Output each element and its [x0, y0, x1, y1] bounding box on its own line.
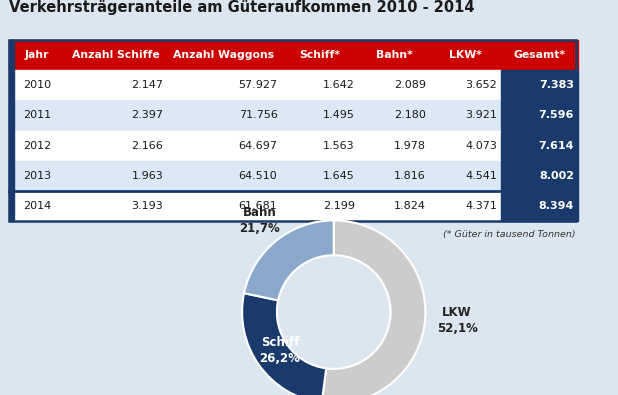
Text: LKW*: LKW*	[449, 50, 481, 60]
Bar	[65, 100, 167, 130]
Text: 2013: 2013	[23, 171, 51, 181]
Text: 1.816: 1.816	[394, 171, 426, 181]
Text: Jahr: Jahr	[25, 50, 49, 60]
Bar	[9, 40, 65, 70]
Text: 7.614: 7.614	[539, 141, 574, 150]
Text: 1.642: 1.642	[323, 80, 355, 90]
Bar	[501, 161, 578, 191]
Text: 2011: 2011	[23, 110, 51, 120]
Bar	[281, 191, 358, 221]
Text: 3.921: 3.921	[465, 110, 497, 120]
Text: LKW
52,1%: LKW 52,1%	[437, 306, 478, 335]
Text: 1.978: 1.978	[394, 141, 426, 150]
Text: 64.510: 64.510	[239, 171, 277, 181]
Text: 2.147: 2.147	[131, 80, 163, 90]
Text: 4.073: 4.073	[465, 141, 497, 150]
Bar	[65, 130, 167, 161]
Text: 1.563: 1.563	[323, 141, 355, 150]
Bar	[9, 40, 14, 221]
Bar	[430, 161, 501, 191]
Text: 7.383: 7.383	[539, 80, 574, 90]
Bar	[430, 70, 501, 100]
Wedge shape	[321, 220, 425, 395]
Text: 2.199: 2.199	[323, 201, 355, 211]
Text: 8.394: 8.394	[539, 201, 574, 211]
Text: 2.397: 2.397	[131, 110, 163, 120]
Bar	[167, 70, 281, 100]
Bar	[501, 130, 578, 161]
Bar	[358, 191, 430, 221]
Text: Anzahl Schiffe: Anzahl Schiffe	[72, 50, 159, 60]
Text: 3.652: 3.652	[465, 80, 497, 90]
Text: 4.541: 4.541	[465, 171, 497, 181]
Wedge shape	[244, 220, 334, 300]
Text: 57.927: 57.927	[239, 80, 277, 90]
Bar	[430, 40, 501, 70]
Bar	[9, 100, 65, 130]
Bar	[430, 100, 501, 130]
Text: 2014: 2014	[23, 201, 51, 211]
Text: Gesamt*: Gesamt*	[513, 50, 565, 60]
Bar	[501, 70, 578, 100]
Bar	[65, 161, 167, 191]
Text: 1.495: 1.495	[323, 110, 355, 120]
Text: (* Güter in tausend Tonnen): (* Güter in tausend Tonnen)	[443, 230, 576, 239]
Bar	[501, 100, 578, 130]
Bar	[358, 40, 430, 70]
Bar	[281, 130, 358, 161]
Text: 7.596: 7.596	[539, 110, 574, 120]
Text: 4.371: 4.371	[465, 201, 497, 211]
Bar	[281, 100, 358, 130]
Bar	[430, 191, 501, 221]
Text: 1.824: 1.824	[394, 201, 426, 211]
Bar	[65, 191, 167, 221]
Bar	[167, 161, 281, 191]
Bar	[358, 100, 430, 130]
Bar	[358, 161, 430, 191]
Text: 2012: 2012	[23, 141, 51, 150]
Bar	[167, 40, 281, 70]
Bar	[9, 130, 65, 161]
Bar	[167, 191, 281, 221]
Bar	[281, 70, 358, 100]
Text: 2.166: 2.166	[132, 141, 163, 150]
Bar	[281, 161, 358, 191]
Text: 3.193: 3.193	[132, 201, 163, 211]
Bar	[65, 40, 167, 70]
Text: 64.697: 64.697	[239, 141, 277, 150]
Text: 8.002: 8.002	[539, 171, 574, 181]
Bar	[9, 191, 65, 221]
Bar	[9, 40, 576, 221]
Text: 1.963: 1.963	[132, 171, 163, 181]
Bar	[65, 70, 167, 100]
Text: 61.681: 61.681	[239, 201, 277, 211]
Text: Verkehrsträgeranteile am Güteraufkommen 2010 - 2014: Verkehrsträgeranteile am Güteraufkommen …	[9, 0, 475, 15]
Bar	[501, 191, 578, 221]
Wedge shape	[242, 293, 326, 395]
Text: Anzahl Waggons: Anzahl Waggons	[174, 50, 274, 60]
Bar	[501, 40, 578, 70]
Text: Schiff*: Schiff*	[299, 50, 341, 60]
Bar	[9, 70, 65, 100]
Text: 2.180: 2.180	[394, 110, 426, 120]
Text: 71.756: 71.756	[239, 110, 277, 120]
Text: Bahn*: Bahn*	[376, 50, 412, 60]
Bar	[430, 130, 501, 161]
Text: Schiff
26,2%: Schiff 26,2%	[260, 336, 300, 365]
Bar	[281, 40, 358, 70]
Bar	[358, 70, 430, 100]
Bar	[358, 130, 430, 161]
Bar	[9, 161, 65, 191]
Bar	[167, 130, 281, 161]
Text: 1.645: 1.645	[323, 171, 355, 181]
Text: Bahn
21,7%: Bahn 21,7%	[239, 207, 280, 235]
Bar	[167, 100, 281, 130]
Text: 2010: 2010	[23, 80, 51, 90]
Text: 2.089: 2.089	[394, 80, 426, 90]
